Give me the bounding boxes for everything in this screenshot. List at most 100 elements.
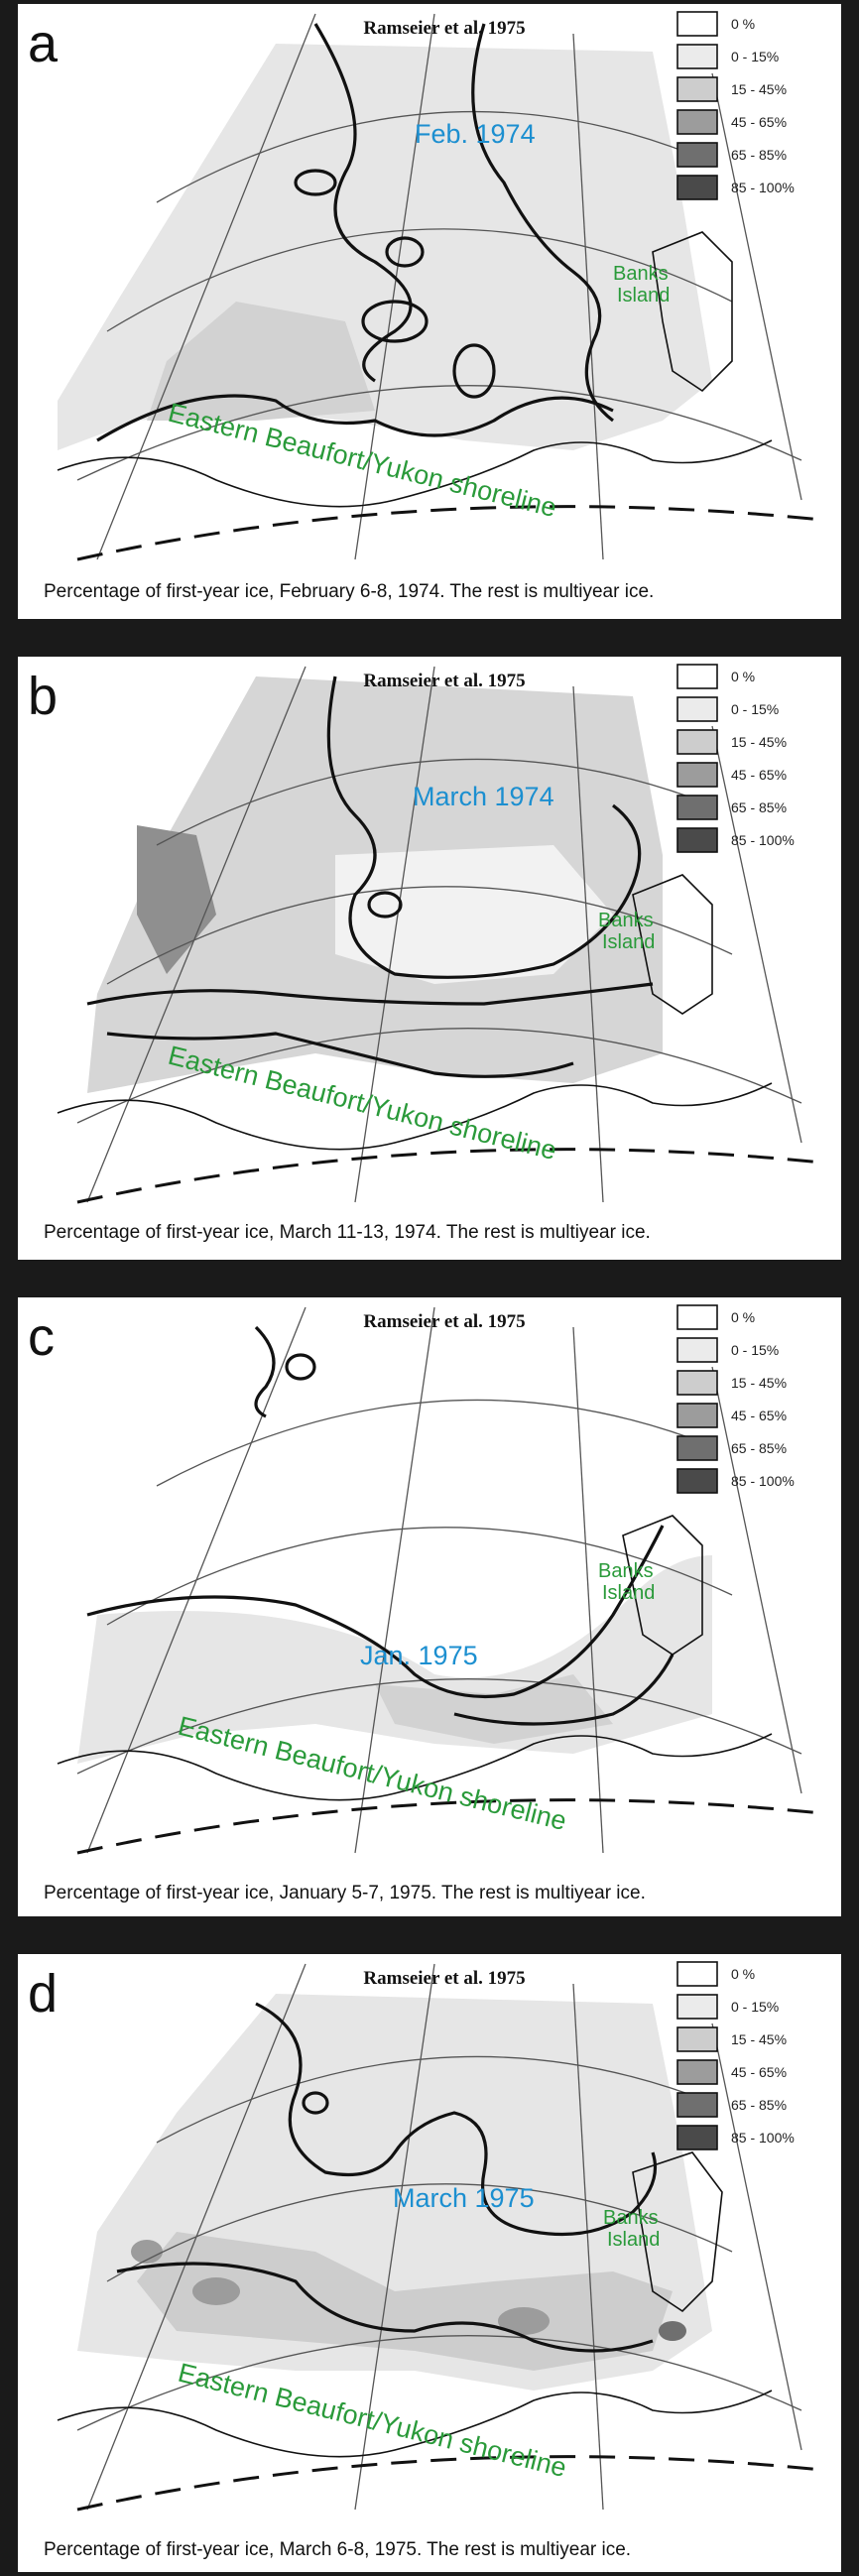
meridian-line — [354, 1306, 435, 1854]
legend: 0 % 0 - 15% 15 - 45% 45 - 65% 65 - 85% 85 - 1… — [676, 1304, 795, 1494]
island-label-line1: Banks — [603, 2207, 659, 2229]
legend-swatch — [676, 2092, 718, 2118]
ice-boundary — [471, 23, 614, 423]
legend-swatch — [676, 696, 718, 722]
meridian-line — [711, 72, 802, 501]
ice-boundary — [254, 1325, 276, 1418]
meridian-line — [572, 1983, 604, 2511]
latitude-line — [156, 110, 713, 203]
island-label-line1: Banks — [613, 263, 669, 285]
dashed-boundary — [76, 1798, 822, 1855]
latitude-line — [76, 1028, 802, 1124]
ice-boundary — [86, 1525, 665, 1699]
ice-map-d: d Ramseier et al. 1975 March 1975 Banks … — [28, 1961, 822, 2560]
source-label: Ramseier et al. 1975 — [363, 1311, 525, 1332]
dashed-boundary — [76, 2455, 822, 2512]
legend-label: 15 - 45% — [731, 2031, 787, 2047]
legend-label: 15 - 45% — [731, 1375, 787, 1391]
panel-b: b Ramseier et al. 1975 March 1974 Banks … — [18, 657, 841, 1260]
legend-swatch — [676, 2059, 718, 2085]
legend-label: 85 - 100% — [731, 2130, 795, 2146]
panel-c: c Ramseier et al. 1975 Jan. 1975 Banks I… — [18, 1297, 841, 1916]
legend: 0 % 0 - 15% 15 - 45% 45 - 65% 65 - 85% 85 - 1… — [676, 1961, 795, 2150]
island-label-line1: Banks — [598, 1560, 654, 1582]
legend-label: 85 - 100% — [731, 1473, 795, 1489]
meridian-line — [711, 1366, 802, 1794]
ice-floe-outline — [361, 300, 429, 343]
meridian-line — [572, 1326, 604, 1854]
ice-map-c: c Ramseier et al. 1975 Jan. 1975 Banks I… — [28, 1304, 822, 1903]
legend-label: 15 - 45% — [731, 734, 787, 750]
ice-boundary — [255, 2002, 658, 2237]
ice-floe-outline — [452, 343, 496, 399]
ice-boundary — [86, 982, 654, 1006]
coastline — [57, 1082, 773, 1151]
latitude-line — [156, 758, 713, 846]
dashed-boundary — [76, 505, 822, 561]
legend-label: 0 - 15% — [731, 1342, 779, 1358]
legend-label: 85 - 100% — [731, 832, 795, 848]
latitude-line — [156, 2055, 713, 2144]
banks-island-coast — [652, 231, 733, 393]
legend-swatch — [676, 1337, 718, 1363]
legend-label: 0 % — [731, 16, 755, 32]
legend-label: 0 % — [731, 1966, 755, 1982]
legend-swatch — [676, 76, 718, 102]
ice-map-a: a Ramseier et al. 1975 Feb. 1974 Banks I… — [28, 11, 822, 602]
panel-letter: a — [28, 14, 59, 73]
legend-label: 45 - 65% — [731, 767, 787, 783]
legend-label: 65 - 85% — [731, 2097, 787, 2113]
legend-swatch — [676, 1468, 718, 1494]
latitude-line — [76, 385, 802, 481]
legend-label: 65 - 85% — [731, 1440, 787, 1456]
ice-floe-outline — [294, 169, 337, 196]
meridian-line — [354, 13, 435, 560]
legend-label: 0 - 15% — [731, 701, 779, 717]
frame-bottom — [0, 2572, 859, 2576]
panel-letter: b — [28, 667, 58, 726]
panel-letter: c — [28, 1307, 55, 1367]
banks-island-coast — [632, 874, 713, 1015]
ice-floe-outline — [285, 1353, 316, 1381]
ice-boundary — [116, 2262, 654, 2353]
caption: Percentage of first-year ice, March 11-1… — [44, 1222, 651, 1243]
island-label-line2: Island — [602, 931, 655, 953]
legend-swatch — [676, 2026, 718, 2052]
legend-swatch — [676, 729, 718, 755]
legend-swatch — [676, 11, 718, 37]
separator-bc — [0, 1260, 859, 1297]
legend-swatch — [676, 762, 718, 788]
legend: 0 % 0 - 15% 15 - 45% 45 - 65% 65 - 85% 85 - 1… — [676, 664, 795, 853]
legend-swatch — [676, 44, 718, 69]
source-label: Ramseier et al. 1975 — [363, 18, 525, 39]
legend-swatch — [676, 1435, 718, 1461]
caption: Percentage of first-year ice, February 6… — [44, 581, 654, 602]
medium-ice-area — [375, 1674, 613, 1744]
ice-boundary — [96, 394, 614, 442]
separator-ab — [0, 619, 859, 657]
coastline — [57, 1733, 773, 1801]
date-label: March 1975 — [393, 2183, 535, 2213]
date-label: March 1974 — [413, 782, 554, 811]
legend-label: 0 - 15% — [731, 1999, 779, 2015]
legend-label: 0 % — [731, 1309, 755, 1325]
coastline — [57, 2390, 773, 2458]
banks-island-coast — [632, 2151, 723, 2313]
high-ice-patch — [659, 2321, 686, 2341]
legend-swatch — [676, 1961, 718, 1987]
legend-swatch — [676, 664, 718, 689]
source-label: Ramseier et al. 1975 — [363, 671, 525, 691]
legend-label: 65 - 85% — [731, 799, 787, 815]
medium-ice-area — [137, 2232, 673, 2371]
ice-floe-outline — [385, 236, 425, 268]
ice-map-b: b Ramseier et al. 1975 March 1974 Banks … — [28, 664, 822, 1243]
meridian-line — [354, 1963, 435, 2511]
ice-floe-outline — [367, 891, 403, 919]
high-ice-area — [137, 825, 216, 974]
legend-swatch — [676, 795, 718, 820]
meridian-line — [711, 725, 802, 1144]
latitude-line — [76, 1678, 802, 1775]
legend-label: 0 % — [731, 669, 755, 684]
latitude-line — [106, 2183, 733, 2282]
first-year-ice-area — [58, 44, 712, 450]
